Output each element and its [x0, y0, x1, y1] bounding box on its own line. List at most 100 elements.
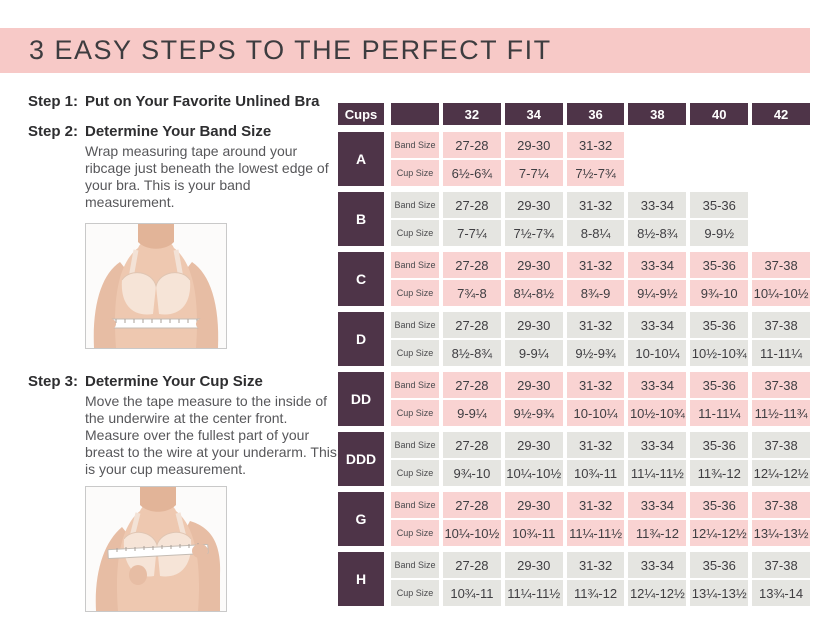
band-size-cell: 27-28: [443, 252, 501, 278]
cup-size-cell: 11-11¼: [752, 340, 810, 366]
band-size-cell: 35-36: [690, 312, 749, 338]
cup-size-cell: 9½-9¾: [504, 400, 563, 426]
band-size-cell: 37-38: [752, 552, 810, 578]
page-title: 3 EASY STEPS TO THE PERFECT FIT: [29, 35, 552, 65]
band-size-cell: [752, 132, 810, 158]
cup-row-DDD: DDD Band Size 27-28 29-30 31-32 33-34 35-36 37-…: [338, 432, 810, 486]
cup-size-cell: 8¼-8½: [504, 280, 563, 306]
band-measurement-photo: [85, 223, 227, 349]
band-size-cell: 27-28: [443, 372, 501, 398]
cup-size-cell: 8½-8¾: [628, 220, 687, 246]
cup-size-cell: 10¼-10½: [443, 520, 501, 546]
step-2-title: Determine Your Band Size: [85, 123, 272, 140]
step-1-label: Step 1:: [28, 93, 79, 110]
band-size-cell: 37-38: [752, 432, 810, 458]
band-size-cell: 31-32: [566, 252, 625, 278]
band-size-cell: 37-38: [752, 312, 810, 338]
cup-letter-DDD: DDD: [338, 432, 384, 486]
cup-size-cell: 9-9½: [690, 220, 749, 246]
band-size-cell: 27-28: [443, 312, 501, 338]
cup-size-row-label: Cup Size: [391, 220, 439, 246]
woman-measuring-bust-illustration: [86, 487, 226, 611]
cup-row-grid-D: Band Size 27-28 29-30 31-32 33-34 35-36 37-38 C…: [391, 312, 810, 366]
step-2-body: Wrap measuring tape around your ribcage …: [85, 143, 329, 210]
cup-size-row-label: Cup Size: [391, 160, 439, 186]
cup-size-cell: 9¾-10: [443, 460, 501, 486]
cup-row-grid-DDD: Band Size 27-28 29-30 31-32 33-34 35-36 37-38 C…: [391, 432, 810, 486]
band-size-row-label: Band Size: [391, 252, 439, 278]
cup-size-cell: 7¾-8: [443, 280, 501, 306]
band-size-cell: 33-34: [628, 252, 687, 278]
band-size-column-header-32: 32: [443, 103, 501, 125]
cup-size-cell: 11¼-11½: [628, 460, 687, 486]
cup-size-cell: 11¾-12: [628, 520, 687, 546]
cup-size-cell: 8½-8¾: [443, 340, 501, 366]
cup-size-cell: 10½-10¾: [628, 400, 687, 426]
band-size-cell: 27-28: [443, 432, 501, 458]
band-size-cell: 27-28: [443, 492, 501, 518]
cup-size-cell: 10½-10¾: [690, 340, 749, 366]
band-size-column-header-40: 40: [690, 103, 749, 125]
step-2: Step 2: Determine Your Band Size Wrap me…: [28, 122, 336, 349]
band-size-cell: 29-30: [504, 132, 563, 158]
cup-letter-C: C: [338, 252, 384, 306]
cup-size-cell: 8¾-9: [566, 280, 625, 306]
band-size-cell: 33-34: [628, 432, 687, 458]
cup-size-cell: 11¾-12: [566, 580, 625, 606]
band-size-cell: [752, 192, 810, 218]
cup-row-grid-B: Band Size 27-28 29-30 31-32 33-34 35-36 Cup Si…: [391, 192, 810, 246]
band-size-cell: 29-30: [504, 432, 563, 458]
band-size-row-label: Band Size: [391, 372, 439, 398]
cup-size-cell: 12¼-12½: [690, 520, 749, 546]
cup-letter-B: B: [338, 192, 384, 246]
band-size-cell: 29-30: [504, 312, 563, 338]
steps-panel: Step 1: Put on Your Favorite Unlined Bra…: [28, 92, 337, 612]
cup-size-cell: 10-10¼: [628, 340, 687, 366]
cup-size-cell: 10-10¼: [566, 400, 625, 426]
cup-size-cell: 9½-9¾: [566, 340, 625, 366]
band-size-column-header-34: 34: [504, 103, 563, 125]
band-size-header-grid: 32 34 36 38 40 42: [391, 103, 810, 125]
cup-row-grid-DD: Band Size 27-28 29-30 31-32 33-34 35-36 37-38 C…: [391, 372, 810, 426]
step-2-label: Step 2:: [28, 123, 79, 140]
cup-size-cell: 9¼-9½: [628, 280, 687, 306]
cup-size-cell: [752, 220, 810, 246]
band-size-cell: 35-36: [690, 492, 749, 518]
band-size-cell: 33-34: [628, 192, 687, 218]
band-size-cell: 27-28: [443, 132, 501, 158]
cup-size-cell: 6½-6¾: [443, 160, 501, 186]
cup-size-cell: 12¼-12½: [752, 460, 810, 486]
cup-size-cell: 7-7¼: [443, 220, 501, 246]
band-size-cell: 35-36: [690, 192, 749, 218]
cup-size-cell: 10¾-11: [443, 580, 501, 606]
band-size-cell: 35-36: [690, 552, 749, 578]
band-size-row-label: Band Size: [391, 312, 439, 338]
cup-size-cell: 11½-11¾: [752, 400, 810, 426]
cup-size-cell: 10¾-11: [504, 520, 563, 546]
cup-size-row-label: Cup Size: [391, 340, 439, 366]
cup-size-cell: [752, 160, 810, 186]
cup-row-G: G Band Size 27-28 29-30 31-32 33-34 35-36 37-38…: [338, 492, 810, 546]
cup-row-B: B Band Size 27-28 29-30 31-32 33-34 35-36 Cup S…: [338, 192, 810, 246]
band-size-cell: 31-32: [566, 312, 625, 338]
cup-size-row-label: Cup Size: [391, 400, 439, 426]
cup-size-cell: 10¼-10½: [504, 460, 563, 486]
cup-letter-DD: DD: [338, 372, 384, 426]
band-size-cell: 31-32: [566, 432, 625, 458]
cup-row-grid-C: Band Size 27-28 29-30 31-32 33-34 35-36 37-38 C…: [391, 252, 810, 306]
band-size-cell: 31-32: [566, 132, 625, 158]
cup-size-row-label: Cup Size: [391, 280, 439, 306]
cup-letter-H: H: [338, 552, 384, 606]
band-size-row-label: Band Size: [391, 132, 439, 158]
blank-header-cell: [391, 103, 439, 125]
cup-size-cell: 13¼-13½: [752, 520, 810, 546]
cup-size-cell: [690, 160, 748, 186]
cup-letter-G: G: [338, 492, 384, 546]
cup-size-cell: 11¼-11½: [566, 520, 625, 546]
step-1-title: Put on Your Favorite Unlined Bra: [85, 93, 320, 110]
band-size-cell: 29-30: [504, 492, 563, 518]
band-size-cell: 35-36: [690, 372, 749, 398]
table-header-row: Cups 32 34 36 38 40 42: [338, 103, 810, 125]
cup-size-cell: 9-9¼: [504, 340, 563, 366]
